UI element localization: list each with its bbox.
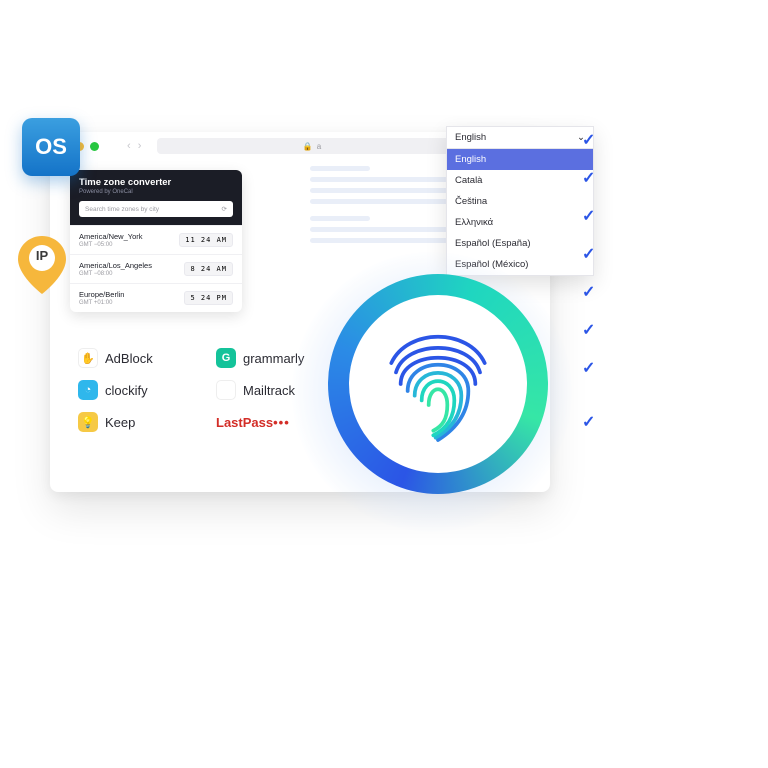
tzc-row[interactable]: Europe/Berlin GMT +01:00 5 24 PM — [70, 283, 242, 312]
language-option[interactable]: Čeština — [447, 191, 593, 212]
nav-back-forward[interactable]: ‹ › — [127, 140, 143, 152]
extension-keep[interactable]: 💡 Keep — [78, 412, 208, 432]
language-selected-label: English — [455, 132, 486, 143]
infographic-canvas: ‹ › 🔒 a ⇧ ⊕ ⧉ Time zone converter Powe — [50, 132, 570, 512]
lock-icon: 🔒 — [303, 142, 313, 151]
language-selected[interactable]: English ⌄ — [447, 127, 593, 149]
os-badge-label: OS — [35, 134, 67, 160]
language-option-label: Català — [455, 175, 482, 186]
tzc-time: 11 24 AM — [179, 233, 233, 247]
check-icon: ✓ — [582, 282, 595, 302]
language-dropdown[interactable]: English ⌄ English Català Čeština Ελληνικ… — [446, 126, 594, 276]
tzc-time: 5 24 PM — [184, 291, 233, 305]
check-icon: ✓ — [582, 412, 595, 432]
url-text: a — [317, 142, 321, 151]
language-option-label: English — [455, 154, 486, 165]
lastpass-icon: LastPass••• — [216, 415, 290, 430]
tzc-city: America/New_York — [79, 232, 143, 241]
keep-icon: 💡 — [78, 412, 98, 432]
tzc-city: America/Los_Angeles — [79, 261, 152, 270]
traffic-light-zoom[interactable] — [90, 142, 99, 151]
tzc-gmt: GMT −05:00 — [79, 242, 143, 248]
tzc-gmt: GMT +01:00 — [79, 300, 124, 306]
os-badge: OS — [22, 118, 80, 176]
tzc-time: 8 24 AM — [184, 262, 233, 276]
tzc-row[interactable]: America/New_York GMT −05:00 11 24 AM — [70, 225, 242, 254]
grammarly-icon: G — [216, 348, 236, 368]
tzc-search-placeholder: Search time zones by city — [85, 206, 159, 213]
tzc-city: Europe/Berlin — [79, 290, 124, 299]
language-option-label: Ελληνικά — [455, 217, 493, 228]
refresh-icon[interactable]: ⟳ — [222, 205, 227, 213]
check-icon: ✓ — [582, 206, 595, 226]
language-option[interactable]: Català — [447, 170, 593, 191]
extension-label: Keep — [105, 415, 135, 430]
language-option-label: Español (España) — [455, 238, 531, 249]
tzc-subtitle: Powered by OneCal — [79, 189, 233, 195]
language-option-label: Čeština — [455, 196, 487, 207]
extension-clockify[interactable]: ◔ clockify — [78, 380, 208, 400]
extension-label: AdBlock — [105, 351, 153, 366]
fingerprint-inner — [349, 295, 527, 473]
map-pin-icon — [18, 236, 66, 294]
tzc-title: Time zone converter — [79, 177, 233, 188]
check-icon: ✓ — [582, 320, 595, 340]
check-icon: ✓ — [582, 130, 595, 150]
checkmark-column: ✓ ✓ ✓ ✓ ✓ ✓ ✓ ✓ — [582, 130, 595, 452]
placeholder-text-lines — [310, 166, 460, 249]
clockify-icon: ◔ — [78, 380, 98, 400]
ip-pin: IP — [18, 236, 66, 284]
check-icon: ✓ — [582, 244, 595, 264]
ip-pin-label: IP — [18, 248, 66, 263]
fingerprint-ring — [328, 274, 548, 494]
extension-label: clockify — [105, 383, 148, 398]
adblock-icon: ✋ — [78, 348, 98, 368]
fingerprint-icon — [378, 314, 498, 454]
timezone-converter-card: Time zone converter Powered by OneCal Se… — [70, 170, 242, 312]
check-icon: ✓ — [582, 168, 595, 188]
tzc-row[interactable]: America/Los_Angeles GMT −08:00 8 24 AM — [70, 254, 242, 283]
tzc-header: Time zone converter Powered by OneCal Se… — [70, 170, 242, 225]
language-option[interactable]: Español (España) — [447, 233, 593, 254]
mailtrack-icon: ✓ — [216, 380, 236, 400]
url-bar[interactable]: 🔒 a — [157, 138, 466, 154]
language-option[interactable]: Ελληνικά — [447, 212, 593, 233]
tzc-search-input[interactable]: Search time zones by city ⟳ — [79, 201, 233, 217]
extension-label: Mailtrack — [243, 383, 295, 398]
check-icon: ✓ — [582, 358, 595, 378]
extension-label: LastPass — [216, 415, 273, 430]
language-option[interactable]: English — [447, 149, 593, 170]
extension-adblock[interactable]: ✋ AdBlock — [78, 348, 208, 368]
tzc-list: America/New_York GMT −05:00 11 24 AM Ame… — [70, 225, 242, 312]
tzc-gmt: GMT −08:00 — [79, 271, 152, 277]
